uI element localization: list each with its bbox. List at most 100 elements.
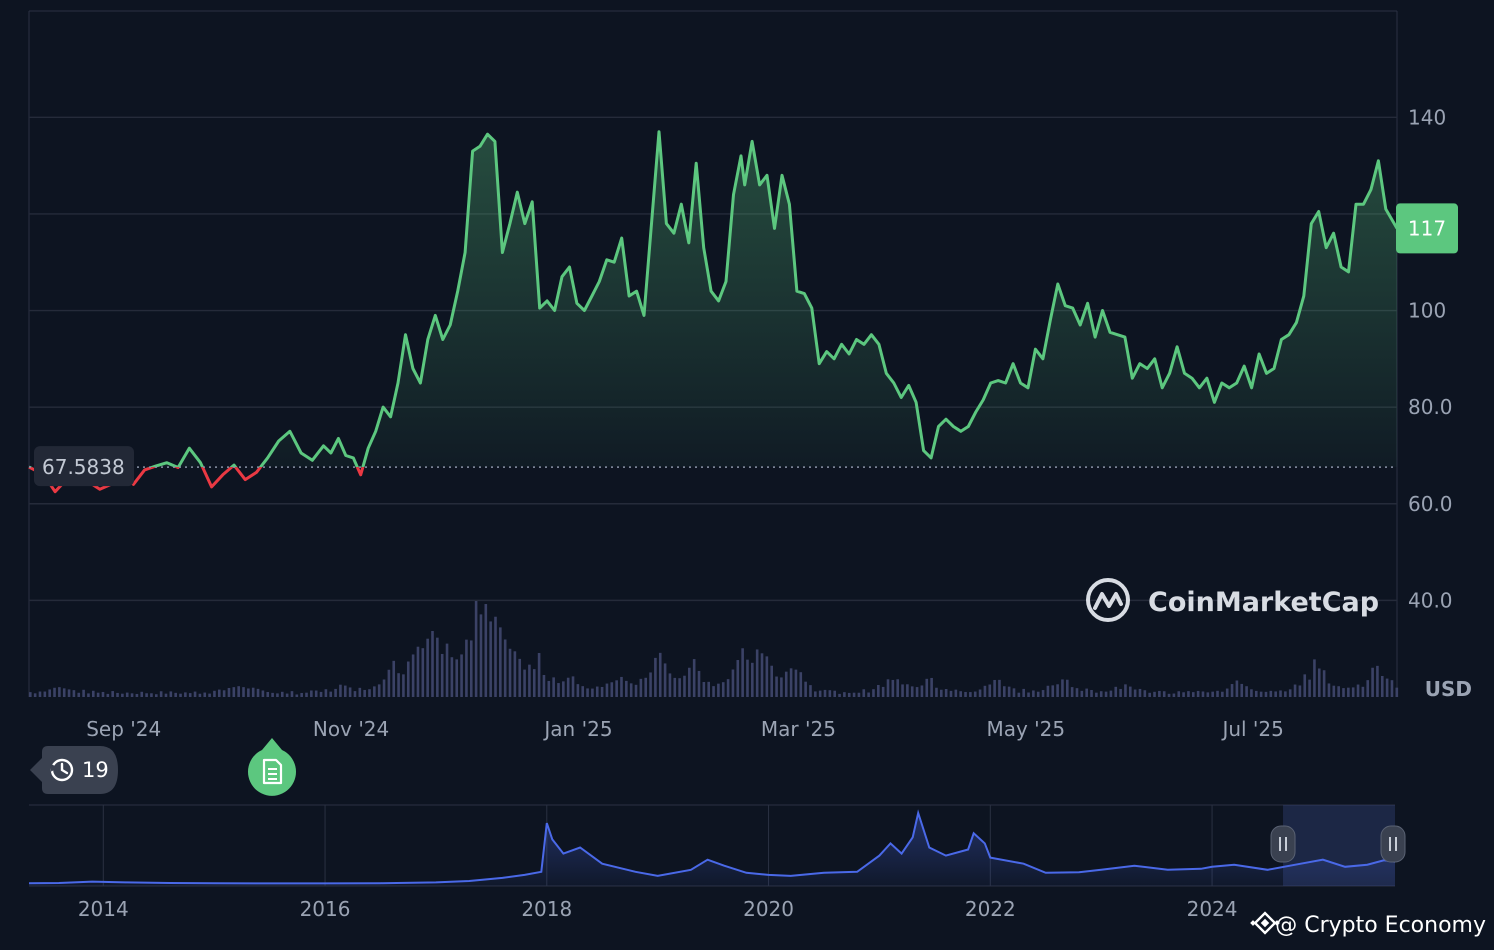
volume-bar [1138,688,1142,697]
volume-bar [978,689,982,697]
volume-bar [721,682,725,697]
volume-bar [247,688,250,697]
volume-bar [799,672,803,697]
volume-bar [150,693,153,697]
history-badge[interactable]: 19 [30,746,118,794]
volume-bar [198,693,202,697]
volume-bar [280,691,284,697]
volume-bar [1332,685,1336,697]
volume-bar [1172,693,1176,697]
volume-bar [969,692,972,697]
volume-bar [712,686,715,697]
volume-bar [87,693,90,697]
volume-bar [1288,689,1292,697]
volume-bar [789,668,793,697]
coinmarketcap-logo-icon [1086,578,1130,622]
volume-bar [881,686,885,697]
volume-bar [528,664,531,697]
volume-bar [33,693,37,697]
volume-bar [518,658,522,697]
volume-bar [227,687,231,697]
x-axis-ticks: Sep '24 Nov '24 Jan '25 Mar '25 May '25 Jul '… [86,717,1284,741]
volume-bar [828,690,832,697]
document-icon [262,758,283,785]
volume-bar [242,687,245,697]
volume-bar [261,690,265,697]
volume-bar [784,671,788,697]
history-icon [50,758,74,782]
y-tick-label: 140 [1408,105,1446,129]
volume-bar [1221,691,1224,697]
volume-bar [857,692,861,697]
volume-bar [1191,692,1195,697]
volume-bar [343,685,347,697]
volume-bar [673,677,677,697]
volume-bar [1293,684,1297,697]
svg-text:CoinMarketCap: CoinMarketCap [1148,587,1379,618]
volume-bar [96,692,100,697]
volume-bar [363,689,366,697]
volume-bar [804,681,807,697]
price-area [29,131,1397,468]
volume-bar [1104,691,1108,697]
volume-bar [503,639,507,697]
handle-grip[interactable] [1270,825,1296,863]
handle-grip[interactable] [1380,825,1406,863]
volume-bar [1327,683,1331,697]
volume-bar [484,604,488,697]
navigator-handle-left[interactable] [1270,825,1296,863]
volume-bar [983,685,987,697]
binance-diamond-icon [1250,911,1280,935]
volume-bar [1133,689,1137,697]
volume-bar [726,679,730,697]
event-marker[interactable] [247,738,297,796]
volume-bar [581,686,585,697]
volume-bar [397,673,400,697]
svg-text:117: 117 [1408,216,1446,240]
volume-bar [949,690,953,697]
navigator[interactable]: 2014 2016 2018 2020 2022 2024 [28,804,1406,921]
volume-bar [1254,690,1258,697]
volume-bar [1099,691,1103,697]
volume-bar [499,627,502,697]
y-tick-label: 40.0 [1408,588,1453,612]
volume-bar [1153,691,1156,697]
volume-bar [1090,689,1093,697]
volume-bar [368,689,371,697]
volume-bar [174,692,177,697]
volume-bar [402,674,405,697]
volume-bar [930,677,933,697]
navigator-tick-label: 2014 [78,897,129,921]
volume-bar [416,646,420,697]
navigator-handle-right[interactable] [1380,825,1406,863]
volume-bar [310,690,313,697]
volume-bar [474,601,478,697]
svg-text:67.5838: 67.5838 [42,455,125,479]
navigator-tick-label: 2018 [521,897,572,921]
y-tick-label: 60.0 [1408,492,1453,516]
volume-bar [765,656,769,697]
y-tick-label: 100 [1408,299,1446,323]
volume-bar [1158,690,1161,697]
volume-bar [237,686,240,697]
volume-bar [295,694,299,697]
navigator-ticks: 2014 2016 2018 2020 2022 2024 [78,897,1238,921]
volume-bar [1361,686,1365,697]
volume-bar [406,661,410,697]
x-tick-label: Sep '24 [86,717,161,741]
volume-bar [1308,679,1311,697]
volume-bar [702,682,706,697]
volume-bar [862,689,866,697]
volume-bar [1046,685,1050,697]
volume-bar [973,691,977,697]
volume-bar [82,689,85,697]
volume-bar [906,684,909,697]
volume-bar [426,638,429,697]
volume-bar [1056,684,1059,697]
volume-bar [1095,692,1098,697]
volume-bar [838,693,841,697]
volume-bar [494,616,497,697]
volume-bar [532,669,536,697]
volume-bar [513,651,517,697]
